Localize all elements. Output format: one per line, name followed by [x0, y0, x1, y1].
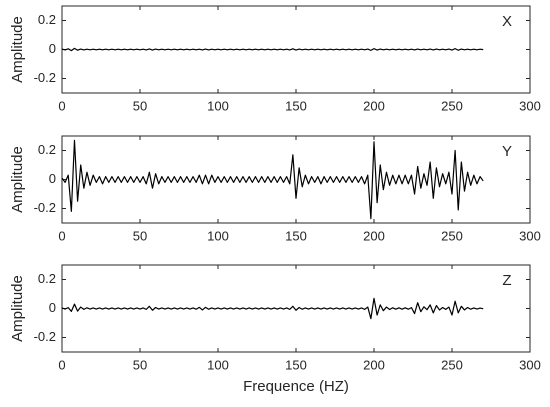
x-axis-label: Frequence (HZ) — [243, 378, 349, 395]
y-axis-label: Amplitude — [9, 16, 26, 83]
y-tick-label: -0.2 — [34, 329, 56, 344]
x-tick-label: 200 — [363, 228, 385, 243]
x-tick-label: 50 — [133, 228, 147, 243]
y-axis-label: Amplitude — [9, 146, 26, 213]
panel-label: Y — [502, 143, 512, 160]
x-tick-label: 150 — [285, 357, 307, 372]
y-tick-label: 0.2 — [38, 271, 56, 286]
x-tick-label: 250 — [441, 228, 463, 243]
x-tick-label: 100 — [207, 357, 229, 372]
x-tick-label: 50 — [133, 357, 147, 372]
signal-line — [61, 47, 484, 52]
y-tick-label: 0.2 — [38, 12, 56, 27]
x-tick-label: 200 — [363, 357, 385, 372]
x-tick-label: 300 — [519, 357, 541, 372]
y-tick-label: 0.2 — [38, 142, 56, 157]
y-tick-label: 0 — [49, 300, 56, 315]
y-tick-label: -0.2 — [34, 70, 56, 85]
x-tick-label: 0 — [58, 98, 65, 113]
panel-label: X — [502, 13, 512, 30]
x-tick-label: 100 — [207, 98, 229, 113]
y-tick-label: -0.2 — [34, 200, 56, 215]
y-tick-label: 0 — [49, 171, 56, 186]
x-tick-label: 200 — [363, 98, 385, 113]
x-tick-label: 250 — [441, 357, 463, 372]
x-tick-label: 0 — [58, 357, 65, 372]
x-tick-label: 150 — [285, 98, 307, 113]
y-tick-label: 0 — [49, 41, 56, 56]
x-tick-label: 250 — [441, 98, 463, 113]
x-tick-label: 150 — [285, 228, 307, 243]
panel-label: Z — [502, 272, 511, 289]
signal-line — [61, 297, 484, 320]
x-tick-label: 300 — [519, 98, 541, 113]
y-axis-label: Amplitude — [9, 275, 26, 342]
signal-line — [61, 139, 484, 220]
x-tick-label: 0 — [58, 228, 65, 243]
x-tick-label: 300 — [519, 228, 541, 243]
x-tick-label: 100 — [207, 228, 229, 243]
x-tick-label: 50 — [133, 98, 147, 113]
